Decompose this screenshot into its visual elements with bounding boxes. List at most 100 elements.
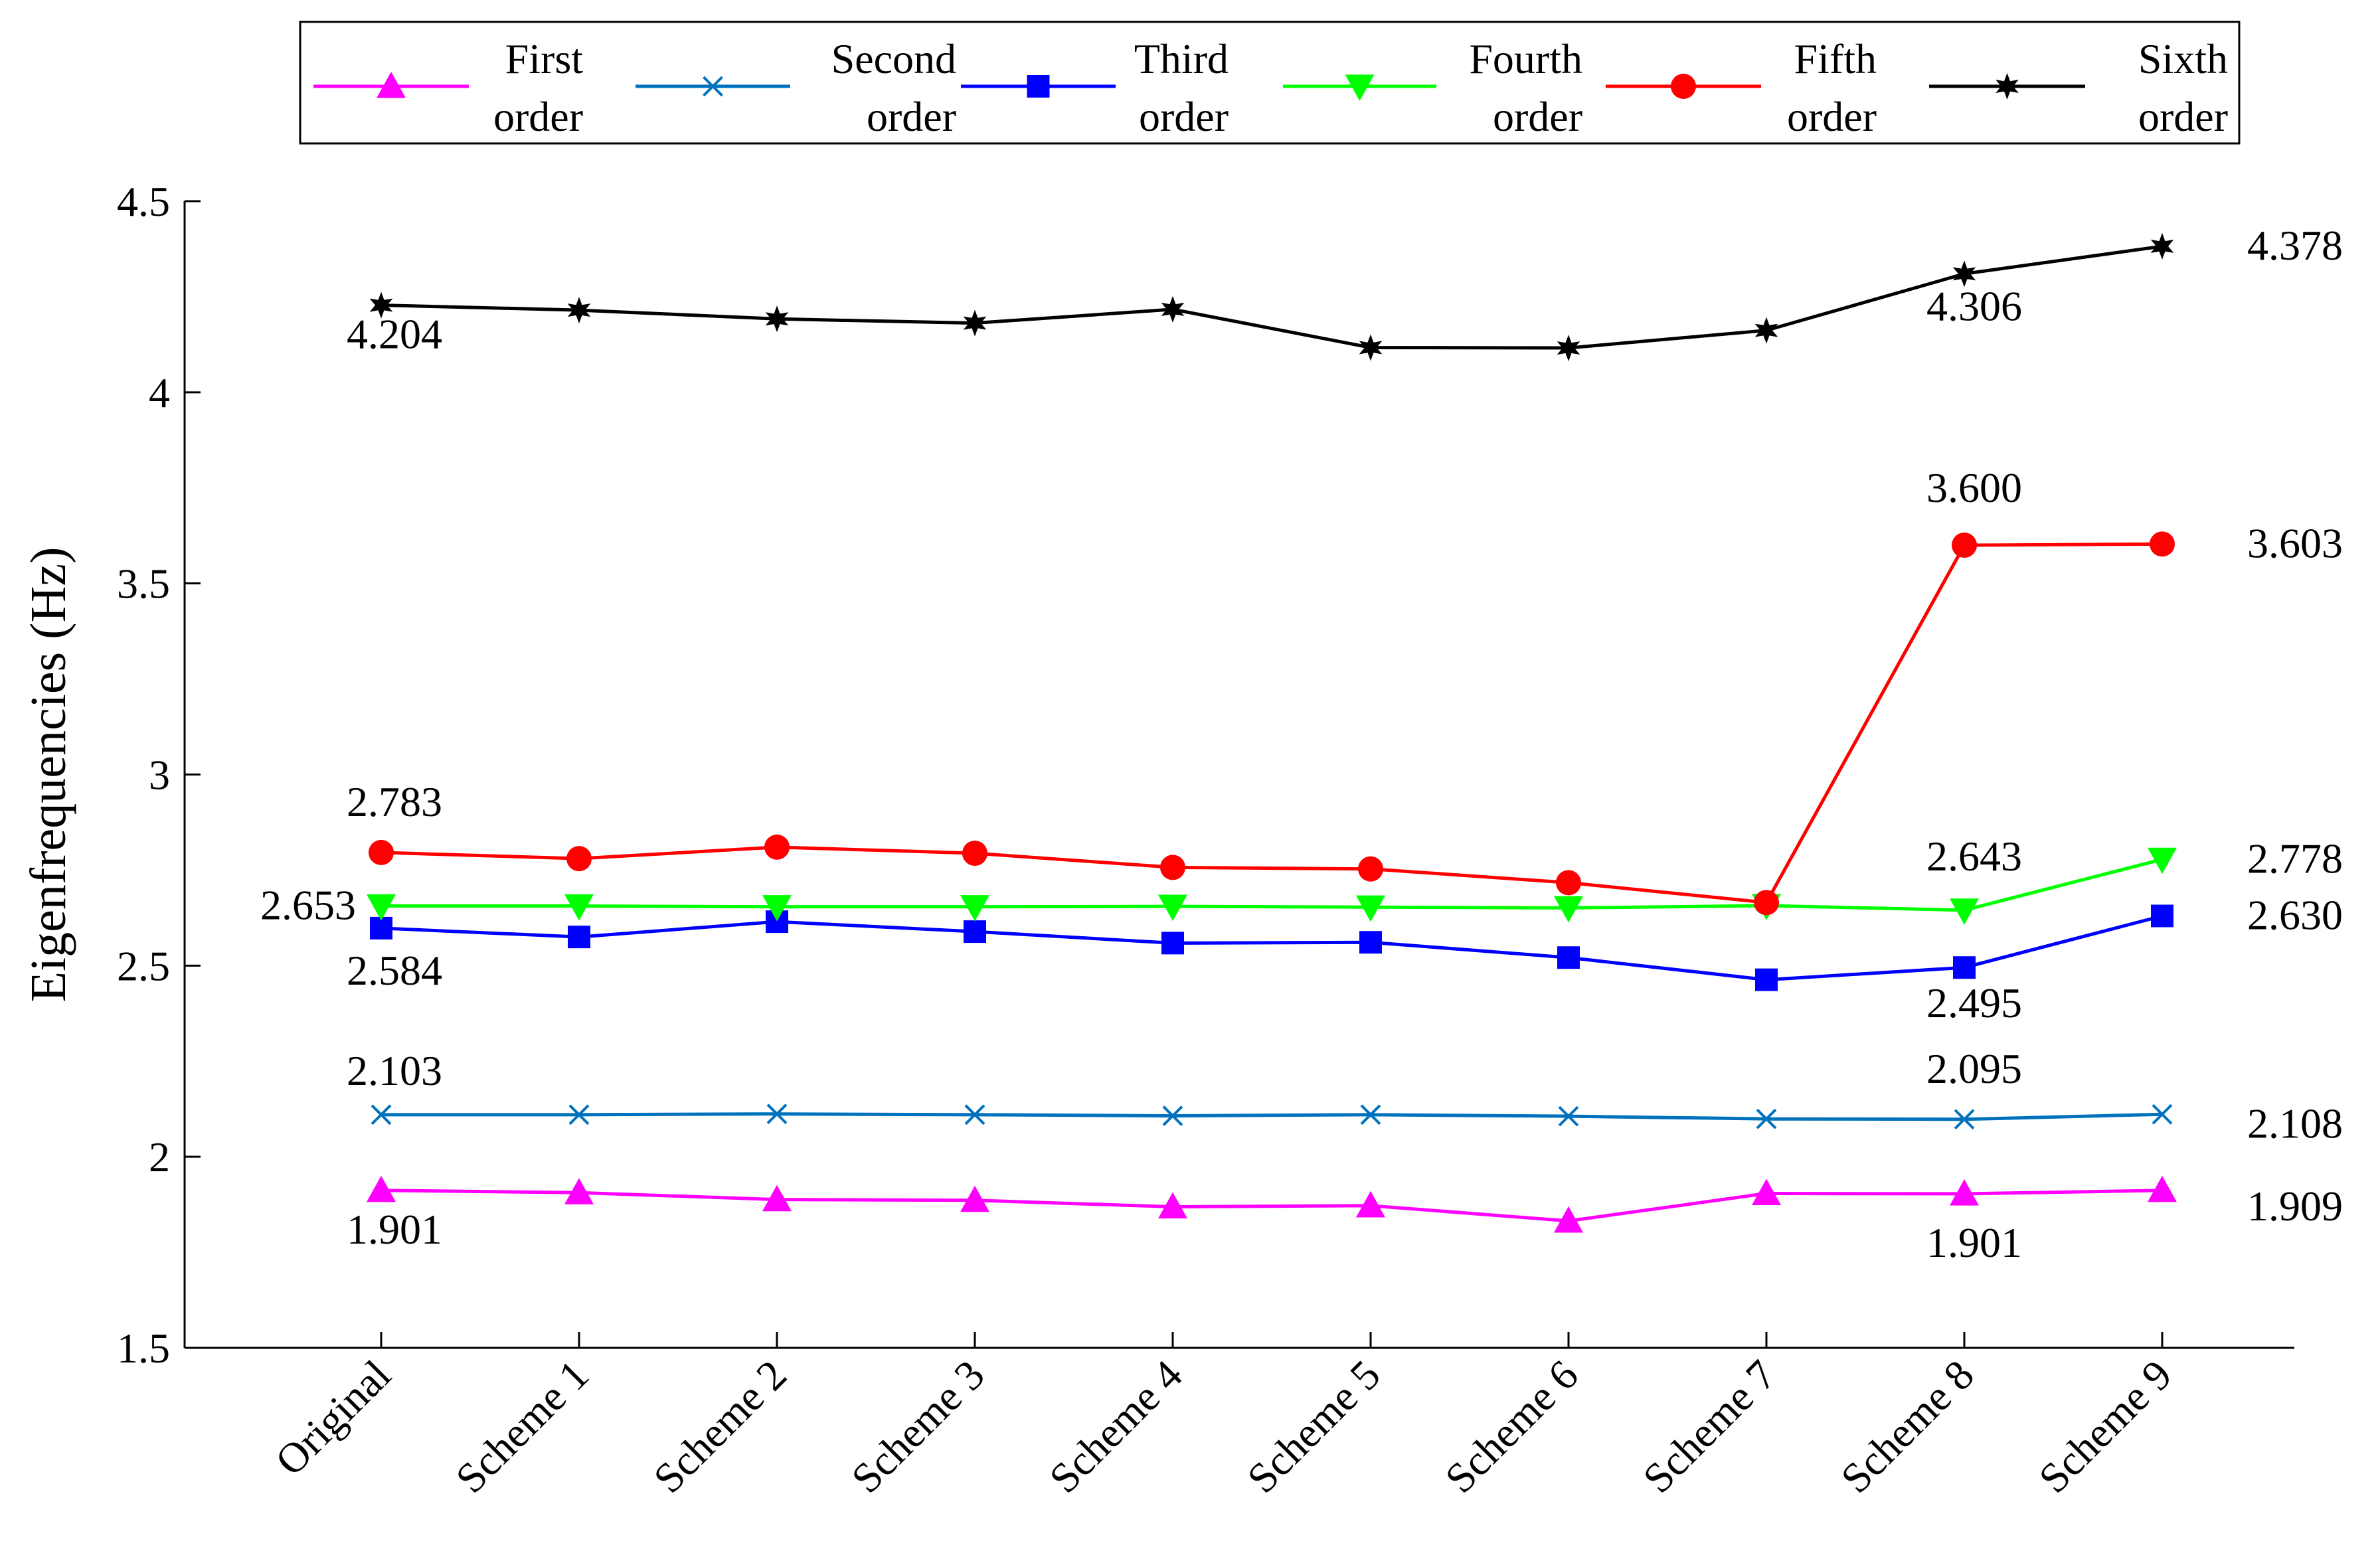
- x-tick-label: Scheme 8: [1831, 1351, 1982, 1502]
- x-tick-label: Scheme 2: [644, 1351, 795, 1502]
- data-point: [1360, 1104, 1381, 1125]
- data-point: [369, 839, 394, 865]
- data-point: [1356, 895, 1385, 922]
- series-3: [370, 904, 2173, 991]
- legend-item-2: Second order: [636, 35, 956, 140]
- data-point: [568, 926, 590, 949]
- data-point: [1558, 1106, 1579, 1127]
- y-tick-label: 1.5: [117, 1325, 170, 1372]
- data-point: [2148, 847, 2177, 874]
- data-point: [2152, 1104, 2173, 1125]
- data-label: 2.630: [2247, 891, 2343, 938]
- legend-marker: [1345, 74, 1375, 101]
- data-point: [1756, 1108, 1777, 1129]
- data-point: [2150, 531, 2175, 557]
- data-point: [962, 841, 987, 866]
- x-tick-label: Scheme 5: [1238, 1351, 1389, 1502]
- data-label: 4.378: [2247, 222, 2343, 269]
- legend-label: order: [1139, 93, 1229, 140]
- data-label: 2.495: [1926, 979, 2022, 1026]
- data-point: [567, 297, 591, 324]
- data-point: [1557, 335, 1580, 362]
- series-line: [381, 857, 2163, 912]
- data-point: [762, 1185, 792, 1212]
- data-label: 2.584: [347, 947, 442, 994]
- legend-label: order: [1493, 93, 1582, 140]
- data-point: [1161, 295, 1185, 323]
- data-point: [568, 1104, 590, 1125]
- x-tick-label: Scheme 6: [1436, 1351, 1586, 1502]
- data-point: [766, 1104, 788, 1125]
- legend-marker: [703, 76, 723, 97]
- data-point: [1952, 260, 1976, 287]
- legend-marker: [377, 72, 406, 98]
- data-point: [1554, 1206, 1583, 1233]
- data-label: 2.783: [347, 778, 442, 825]
- series-line: [381, 914, 2163, 982]
- data-label: 3.603: [2247, 519, 2343, 566]
- data-point: [1158, 894, 1187, 922]
- y-tick-label: 2: [149, 1133, 170, 1181]
- x-tick-label: Scheme 1: [446, 1351, 597, 1502]
- data-point: [1557, 946, 1580, 969]
- legend-label: Second: [831, 35, 956, 82]
- legend-label: First: [505, 35, 584, 82]
- series-6: [369, 232, 2174, 362]
- data-point: [371, 1104, 392, 1125]
- data-point: [2150, 232, 2174, 260]
- data-point: [566, 846, 592, 872]
- data-point: [564, 1178, 594, 1204]
- data-point: [1754, 317, 1778, 344]
- series-2: [371, 1104, 2173, 1130]
- data-point: [964, 1104, 985, 1125]
- y-tick-label: 4: [149, 369, 170, 416]
- data-point: [964, 920, 986, 943]
- x-tick-label: Scheme 3: [842, 1351, 993, 1502]
- legend-label: order: [493, 93, 583, 140]
- y-tick-label: 3: [149, 752, 170, 799]
- data-point: [1952, 533, 1977, 558]
- data-label: 1.901: [1926, 1219, 2022, 1266]
- data-point: [1953, 956, 1976, 979]
- legend-marker: [1996, 73, 2019, 100]
- series-line: [381, 1188, 2163, 1223]
- legend-label: Third: [1134, 35, 1229, 82]
- data-point: [564, 894, 594, 921]
- data-label: 2.778: [2247, 835, 2343, 882]
- data-point: [960, 1185, 989, 1212]
- data-point: [2148, 1175, 2177, 1202]
- x-tick-label: Scheme 7: [1634, 1351, 1784, 1502]
- data-point: [1950, 1179, 1979, 1206]
- annotations: 4.204 4.306 4.378 3.600 3.603 2.783 2.653 2.643…: [260, 222, 2343, 1266]
- y-tick-label: 4.5: [117, 178, 170, 225]
- data-point: [2151, 904, 2173, 928]
- x-tick-label: Scheme 9: [2029, 1351, 2180, 1502]
- data-point: [1356, 1190, 1385, 1218]
- x-tick-label: Original: [266, 1351, 400, 1485]
- series-layer: [367, 232, 2177, 1233]
- data-point: [762, 895, 792, 922]
- y-tick-label: 2.5: [117, 942, 170, 989]
- data-label: 1.909: [2247, 1183, 2343, 1230]
- legend-label: order: [867, 93, 956, 140]
- data-point: [369, 291, 393, 319]
- series-line: [381, 542, 2163, 905]
- legend-marker: [1671, 74, 1696, 99]
- data-point: [370, 916, 392, 940]
- data-point: [1752, 1179, 1781, 1206]
- legend-label: Sixth: [2138, 35, 2228, 82]
- x-tick-label: Scheme 4: [1040, 1351, 1191, 1502]
- legend: First order Second order Third order Fourth ord…: [299, 21, 2241, 145]
- legend-label: Fifth: [1794, 35, 1877, 82]
- data-point: [1554, 896, 1583, 923]
- legend-box: [299, 21, 2241, 145]
- data-point: [1954, 1109, 1975, 1130]
- legend-item-3: Third order: [961, 35, 1229, 140]
- data-point: [764, 834, 790, 860]
- data-point: [1358, 856, 1383, 882]
- data-point: [1359, 931, 1382, 954]
- data-point: [1160, 855, 1185, 880]
- y-tick-label: 3.5: [117, 560, 170, 608]
- data-point: [960, 895, 989, 922]
